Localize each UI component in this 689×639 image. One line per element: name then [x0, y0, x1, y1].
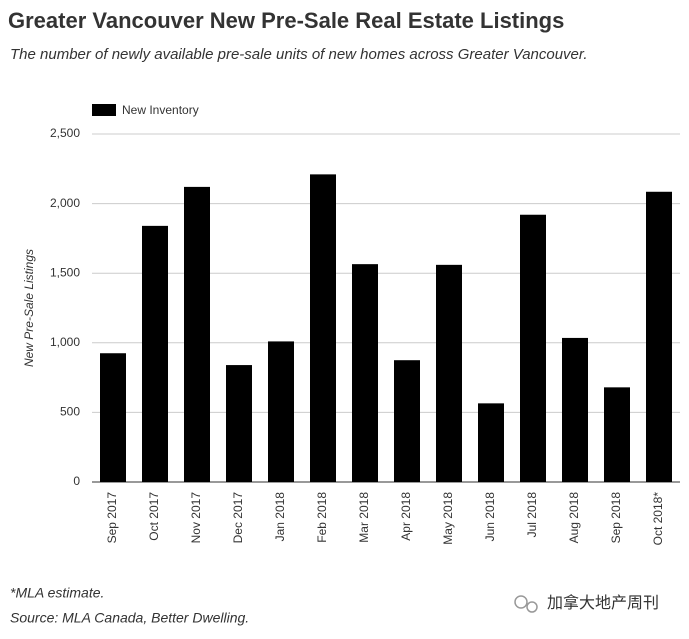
y-tick-label: 1,500 [50, 265, 80, 279]
bar [604, 387, 630, 482]
chart-subtitle: The number of newly available pre-sale u… [10, 46, 588, 63]
y-tick-label: 1,000 [50, 335, 80, 349]
x-tick-label: Jun 2018 [483, 492, 497, 542]
footnote: *MLA estimate. [10, 585, 104, 601]
bar [646, 191, 672, 482]
bar [352, 264, 378, 482]
source: Source: MLA Canada, Better Dwelling. [10, 610, 249, 626]
legend-label: New Inventory [122, 103, 199, 117]
x-tick-label: Dec 2017 [231, 492, 245, 544]
bar [142, 225, 168, 482]
x-tick-label: Sep 2017 [105, 492, 119, 544]
bar [268, 341, 294, 482]
x-tick-label: Apr 2018 [399, 492, 413, 541]
bar [100, 353, 126, 482]
y-tick-label: 2,000 [50, 196, 80, 210]
x-tick-label: Sep 2018 [609, 492, 623, 544]
y-tick-label: 2,500 [50, 126, 80, 140]
bar [226, 365, 252, 482]
bar [478, 403, 504, 482]
bar [310, 174, 336, 483]
bar [520, 214, 546, 482]
y-tick-label: 500 [60, 405, 80, 419]
x-tick-label: Jul 2018 [525, 492, 539, 538]
y-axis-label: New Pre-Sale Listings [22, 249, 36, 367]
bar [436, 264, 462, 482]
watermark-icon [514, 595, 538, 613]
x-tick-label: Aug 2018 [567, 492, 581, 544]
x-tick-label: Oct 2018* [651, 492, 665, 546]
bar [562, 337, 588, 482]
x-tick-label: Nov 2017 [189, 492, 203, 544]
watermark: 加拿大地产周刊 [547, 593, 659, 612]
legend-swatch [92, 104, 116, 116]
x-tick-label: Oct 2017 [147, 492, 161, 541]
x-tick-label: Jan 2018 [273, 492, 287, 542]
y-tick-label: 0 [73, 474, 80, 488]
bar [394, 360, 420, 482]
x-tick-label: May 2018 [441, 492, 455, 545]
chart-title: Greater Vancouver New Pre-Sale Real Esta… [8, 8, 564, 33]
x-tick-label: Mar 2018 [357, 492, 371, 543]
x-tick-label: Feb 2018 [315, 492, 329, 543]
bar [184, 186, 210, 482]
